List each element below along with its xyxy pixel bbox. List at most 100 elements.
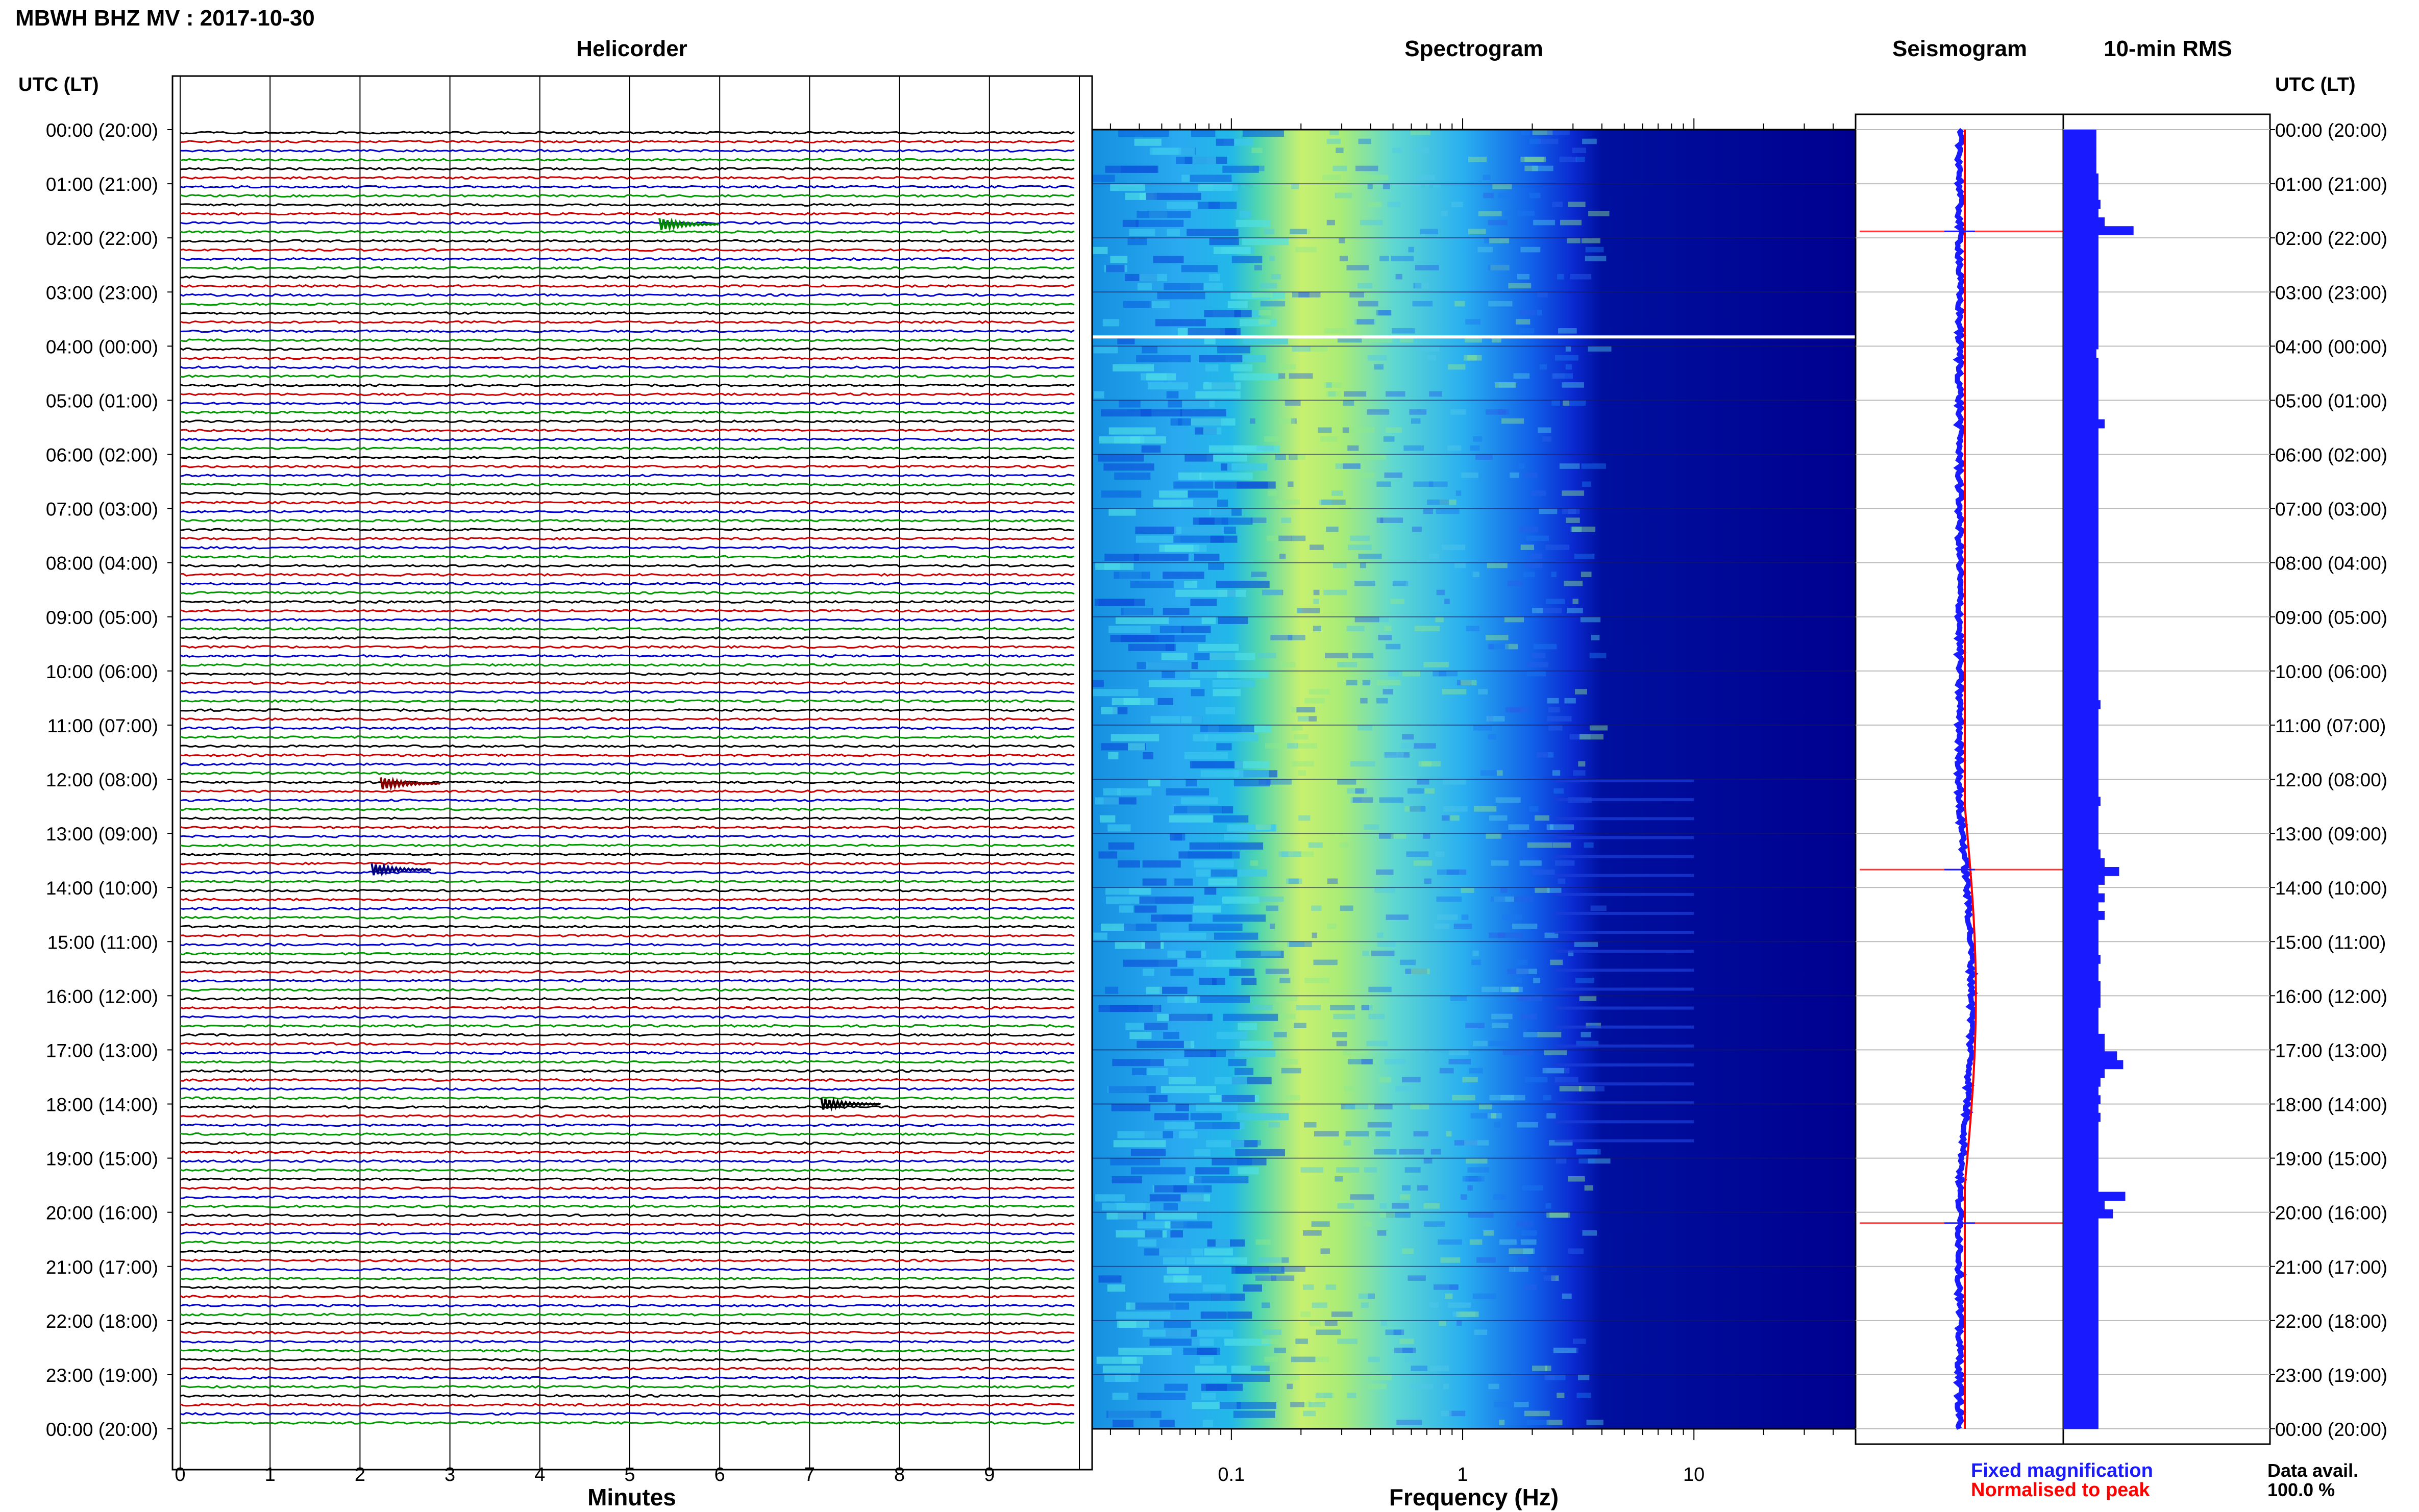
rms-bar — [2063, 1376, 2099, 1385]
rms-bar — [2063, 454, 2099, 464]
time-tick-right: 05:00 (01:00) — [2275, 390, 2387, 411]
helicorder-trace — [180, 1330, 1075, 1335]
rms-bar — [2063, 1148, 2099, 1157]
rms-bar — [2063, 1192, 2126, 1201]
rms-bar — [2063, 840, 2099, 850]
seismogram-normalised-trace — [1964, 130, 1977, 1429]
helicorder-trace — [180, 1403, 1075, 1407]
time-tick-right: 03:00 (23:00) — [2275, 282, 2387, 303]
rms-bar — [2063, 1218, 2099, 1227]
helicorder-trace — [180, 338, 1075, 342]
time-tick-left: 22:00 (18:00) — [46, 1311, 158, 1332]
helicorder-trace — [180, 482, 1075, 487]
rms-bar — [2063, 700, 2101, 709]
helicorder-trace — [180, 509, 1075, 514]
rms-bar — [2063, 279, 2099, 288]
time-tick-right: 17:00 (13:00) — [2275, 1040, 2387, 1061]
time-tick-left: 04:00 (00:00) — [46, 336, 158, 357]
helicorder-trace — [180, 871, 1075, 875]
time-tick-left: 05:00 (01:00) — [46, 390, 158, 411]
helicorder-trace — [180, 284, 1074, 288]
helicorder-trace — [180, 347, 1075, 351]
rms-bar — [2063, 164, 2096, 174]
time-tick-left: 07:00 (03:00) — [46, 499, 158, 520]
time-tick-right: 12:00 (08:00) — [2275, 770, 2387, 790]
helicorder-trace — [180, 636, 1075, 640]
helicorder-title: Helicorder — [576, 36, 687, 61]
rms-bar — [2063, 797, 2101, 806]
time-tick-right: 18:00 (14:00) — [2275, 1095, 2387, 1116]
rms-bar — [2063, 709, 2099, 718]
minutes-tick: 6 — [714, 1464, 725, 1485]
rms-bar — [2063, 1358, 2099, 1368]
rms-bar — [2063, 638, 2099, 648]
rms-bar — [2063, 182, 2099, 191]
rms-bar — [2063, 173, 2099, 183]
helicorder-trace — [180, 726, 1074, 730]
time-tick-left: 00:00 (20:00) — [46, 1419, 158, 1440]
rms-bar — [2063, 1156, 2099, 1166]
helicorder-trace — [180, 879, 1075, 884]
helicorder-trace — [180, 1357, 1075, 1362]
spectrogram-gap-line — [1092, 335, 1856, 339]
minutes-tick: 2 — [355, 1464, 365, 1485]
rms-bar — [2063, 823, 2099, 832]
rms-bar — [2063, 1007, 2099, 1017]
helicorder-trace — [180, 392, 1075, 396]
rms-bar — [2063, 507, 2099, 516]
rms-bar — [2063, 779, 2099, 788]
helicorder-trace — [180, 1394, 1075, 1398]
rms-bar — [2063, 349, 2096, 358]
rms-bar — [2063, 551, 2099, 560]
rms-bar — [2063, 393, 2099, 402]
seismogram-panel — [1855, 113, 2064, 1445]
rms-bar — [2063, 525, 2099, 534]
helicorder-trace — [180, 1132, 1075, 1136]
helicorder-trace — [180, 1268, 1075, 1272]
time-tick-left: 10:00 (06:00) — [46, 661, 158, 682]
time-tick-right: 23:00 (19:00) — [2275, 1365, 2387, 1386]
helicorder-trace — [180, 600, 1075, 604]
time-tick-left: 16:00 (12:00) — [46, 986, 158, 1007]
helicorder-trace — [180, 591, 1075, 595]
helicorder-trace — [180, 563, 1075, 568]
rms-bar — [2063, 1174, 2099, 1183]
rms-bar — [2063, 647, 2099, 657]
helicorder-trace — [180, 1295, 1075, 1299]
helicorder-trace — [180, 1096, 1075, 1100]
rms-bar — [2063, 603, 2099, 613]
rms-bar — [2063, 270, 2099, 279]
helicorder-trace — [180, 933, 1075, 938]
rms-bar — [2063, 559, 2099, 569]
helicorder-trace — [180, 474, 1075, 478]
time-tick-left: 02:00 (22:00) — [46, 228, 158, 249]
helicorder-trace — [180, 302, 1075, 306]
rms-bar — [2063, 410, 2099, 420]
helicorder-trace — [180, 148, 1075, 153]
helicorder-trace — [180, 311, 1075, 315]
rms-bar — [2063, 832, 2099, 841]
spectrogram-texture — [1093, 130, 1694, 1427]
helicorder-trace — [180, 952, 1075, 956]
rms-bar — [2063, 665, 2099, 675]
rms-bar — [2063, 884, 2099, 894]
helicorder-trace — [180, 582, 1075, 586]
rms-bar — [2063, 1086, 2099, 1096]
helicorder-trace — [180, 374, 1075, 379]
helicorder-trace — [180, 618, 1075, 622]
helicorder-trace — [180, 1006, 1075, 1010]
helicorder-trace — [180, 1150, 1075, 1154]
time-tick-right: 02:00 (22:00) — [2275, 228, 2387, 249]
helicorder-trace — [180, 140, 1075, 144]
rms-bar — [2063, 568, 2099, 578]
rms-bar — [2063, 331, 2099, 341]
helicorder-trace — [180, 789, 1075, 794]
rms-bar — [2063, 1420, 2099, 1429]
helicorder-trace — [180, 555, 1075, 559]
helicorder-trace — [180, 455, 1075, 460]
rms-bar — [2063, 1235, 2099, 1245]
helicorder-trace — [180, 1195, 1075, 1199]
helicorder-trace — [180, 356, 1075, 360]
helicorder-trace — [180, 1367, 1075, 1371]
rms-bar — [2063, 498, 2099, 508]
